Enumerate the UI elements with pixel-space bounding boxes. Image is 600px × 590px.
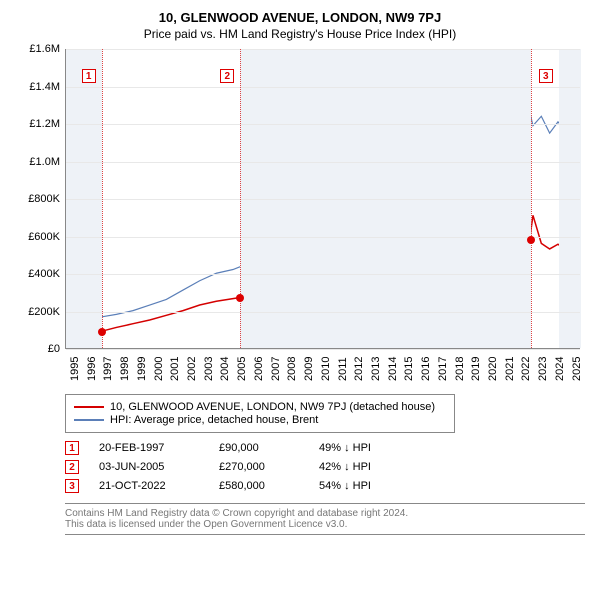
x-axis-label: 2000 [153, 357, 165, 381]
event-row: 2 03-JUN-2005 £270,000 42% ↓ HPI [65, 460, 585, 474]
x-axis-label: 2013 [370, 357, 382, 381]
x-axis-label: 2024 [554, 357, 566, 381]
event-price: £580,000 [219, 480, 299, 492]
x-axis-label: 2022 [520, 357, 532, 381]
plot-area: 1 2 3 [65, 49, 580, 349]
marker-box-2: 2 [220, 69, 234, 83]
x-axis-label: 2018 [454, 357, 466, 381]
chart-subtitle: Price paid vs. HM Land Registry's House … [15, 27, 585, 41]
chart-area: 1 2 3 £0 £200K £400K £600K £800K £1.0M £1.2M £1.4… [15, 49, 585, 389]
event-price: £270,000 [219, 461, 299, 473]
marker-box-3: 3 [539, 69, 553, 83]
marker-dot-2 [236, 294, 244, 302]
x-axis-label: 1998 [119, 357, 131, 381]
x-axis-label: 2023 [537, 357, 549, 381]
x-axis-label: 2017 [437, 357, 449, 381]
x-axis-label: 2004 [219, 357, 231, 381]
event-marker: 3 [65, 479, 79, 493]
legend-box: 10, GLENWOOD AVENUE, LONDON, NW9 7PJ (de… [65, 394, 455, 433]
event-row: 3 21-OCT-2022 £580,000 54% ↓ HPI [65, 479, 585, 493]
x-axis-label: 2015 [403, 357, 415, 381]
x-axis-label: 2002 [186, 357, 198, 381]
x-axis-label: 1996 [86, 357, 98, 381]
x-axis-label: 2009 [303, 357, 315, 381]
event-price: £90,000 [219, 442, 299, 454]
x-axis-label: 2001 [169, 357, 181, 381]
legend-swatch [74, 406, 104, 408]
legend-item: 10, GLENWOOD AVENUE, LONDON, NW9 7PJ (de… [74, 401, 446, 413]
event-date: 03-JUN-2005 [99, 461, 199, 473]
legend-label: HPI: Average price, detached house, Bren… [110, 414, 318, 426]
event-delta: 42% ↓ HPI [319, 461, 371, 473]
legend-item: HPI: Average price, detached house, Bren… [74, 414, 446, 426]
legend-label: 10, GLENWOOD AVENUE, LONDON, NW9 7PJ (de… [110, 401, 435, 413]
event-row: 1 20-FEB-1997 £90,000 49% ↓ HPI [65, 441, 585, 455]
x-axis-label: 2012 [353, 357, 365, 381]
marker-box-1: 1 [82, 69, 96, 83]
marker-dot-1 [98, 328, 106, 336]
chart-title: 10, GLENWOOD AVENUE, LONDON, NW9 7PJ [15, 10, 585, 25]
x-axis-label: 2019 [470, 357, 482, 381]
event-marker: 1 [65, 441, 79, 455]
x-axis-label: 2006 [253, 357, 265, 381]
x-axis-label: 2005 [236, 357, 248, 381]
x-axis-label: 2008 [286, 357, 298, 381]
x-axis-label: 1995 [69, 357, 81, 381]
footer-line1: Contains HM Land Registry data © Crown c… [65, 508, 585, 519]
x-axis-label: 1999 [136, 357, 148, 381]
footer-line2: This data is licensed under the Open Gov… [65, 519, 585, 530]
y-axis-label: £800K [15, 193, 60, 205]
x-axis-label: 2016 [420, 357, 432, 381]
events-table: 1 20-FEB-1997 £90,000 49% ↓ HPI 2 03-JUN-2005… [65, 441, 585, 493]
y-axis-label: £1.4M [15, 81, 60, 93]
y-axis-label: £400K [15, 268, 60, 280]
x-axis-label: 2020 [487, 357, 499, 381]
event-date: 20-FEB-1997 [99, 442, 199, 454]
x-axis-label: 2021 [504, 357, 516, 381]
y-axis-label: £1.0M [15, 156, 60, 168]
x-axis-label: 2010 [320, 357, 332, 381]
chart-container: 10, GLENWOOD AVENUE, LONDON, NW9 7PJ Pri… [0, 0, 600, 545]
y-axis-label: £1.6M [15, 43, 60, 55]
legend-swatch [74, 419, 104, 421]
event-delta: 54% ↓ HPI [319, 480, 371, 492]
y-axis-label: £200K [15, 306, 60, 318]
event-marker: 2 [65, 460, 79, 474]
event-delta: 49% ↓ HPI [319, 442, 371, 454]
footer-attribution: Contains HM Land Registry data © Crown c… [65, 503, 585, 535]
marker-dot-3 [527, 236, 535, 244]
x-axis-label: 2011 [337, 357, 349, 381]
x-axis-label: 2014 [387, 357, 399, 381]
x-axis-label: 2007 [270, 357, 282, 381]
x-axis-label: 1997 [102, 357, 114, 381]
x-axis-label: 2025 [571, 357, 583, 381]
event-date: 21-OCT-2022 [99, 480, 199, 492]
x-axis-label: 2003 [203, 357, 215, 381]
y-axis-label: £0 [15, 343, 60, 355]
y-axis-label: £600K [15, 231, 60, 243]
y-axis-label: £1.2M [15, 118, 60, 130]
